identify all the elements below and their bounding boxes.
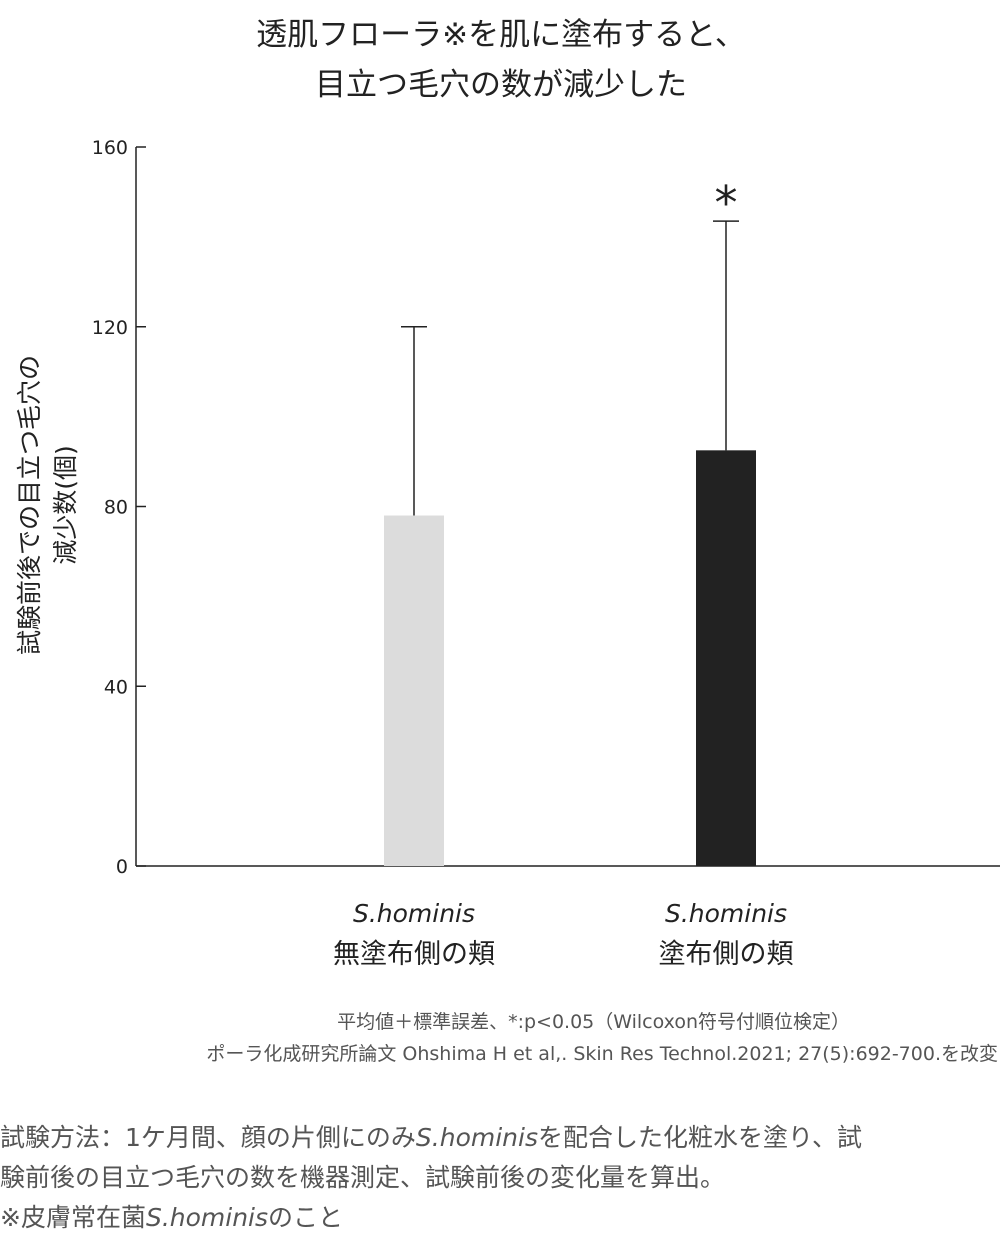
chart-title-line1: 透肌フローラ※を肌に塗布すると、	[256, 17, 746, 53]
y-tick-label: 0	[116, 856, 128, 878]
method-footnote: ※皮膚常在菌	[0, 1203, 146, 1232]
chart-notes: 平均値＋標準誤差、*:p<0.05（Wilcoxon符号付順位検定） ポーラ化成…	[206, 1006, 998, 1070]
method-line3: ※皮膚常在菌S.hominisのこと	[0, 1198, 1002, 1238]
bar	[696, 450, 756, 866]
y-axis-label-line2: 減少数(個)	[51, 445, 80, 565]
method-species: S.hominis	[415, 1123, 538, 1152]
y-tick-label: 80	[104, 497, 128, 519]
method-footnote: のこと	[268, 1203, 344, 1232]
method-text: 試験方法：1ケ月間、顔の片側にのみ	[0, 1123, 416, 1152]
category-label-ja: 無塗布側の頬	[333, 939, 495, 970]
category-label-ja: 塗布側の頬	[658, 939, 794, 970]
category-label-en: S.hominis	[352, 899, 476, 928]
category-label-treated: S.hominis 塗布側の頬	[576, 895, 876, 977]
significance-marker: *	[715, 176, 738, 230]
method-line2: 験前後の目立つ毛穴の数を機器測定、試験前後の変化量を算出。	[0, 1163, 726, 1192]
category-label-untreated: S.hominis 無塗布側の頬	[264, 895, 564, 977]
test-method: 試験方法：1ケ月間、顔の片側にのみS.hominisを配合した化粧水を塗り、試 …	[0, 1118, 1002, 1238]
category-label-en: S.hominis	[664, 899, 788, 928]
notes-citation: ポーラ化成研究所論文 Ohshima H et al,. Skin Res Te…	[206, 1043, 998, 1065]
method-line1: 試験方法：1ケ月間、顔の片側にのみS.hominisを配合した化粧水を塗り、試	[0, 1118, 1002, 1158]
notes-statistics: 平均値＋標準誤差、*:p<0.05（Wilcoxon符号付順位検定）	[337, 1011, 850, 1033]
y-axis-label-line1: 試験前後での目立つ毛穴の	[15, 354, 44, 656]
bar	[384, 515, 444, 866]
y-tick-label: 160	[92, 137, 128, 159]
chart-title-line2: 目立つ毛穴の数が減少した	[315, 67, 687, 103]
y-tick-label: 40	[104, 676, 128, 698]
chart-axes: 0 40 80 120 160	[92, 137, 1000, 878]
chart-bars: *	[384, 176, 756, 866]
bar-chart: 0 40 80 120 160 *	[92, 137, 1000, 878]
method-text: を配合した化粧水を塗り、試	[538, 1123, 863, 1152]
chart-title: 透肌フローラ※を肌に塗布すると、 目立つ毛穴の数が減少した	[0, 10, 1002, 110]
y-tick-label: 120	[92, 317, 128, 339]
method-species: S.hominis	[145, 1203, 269, 1232]
